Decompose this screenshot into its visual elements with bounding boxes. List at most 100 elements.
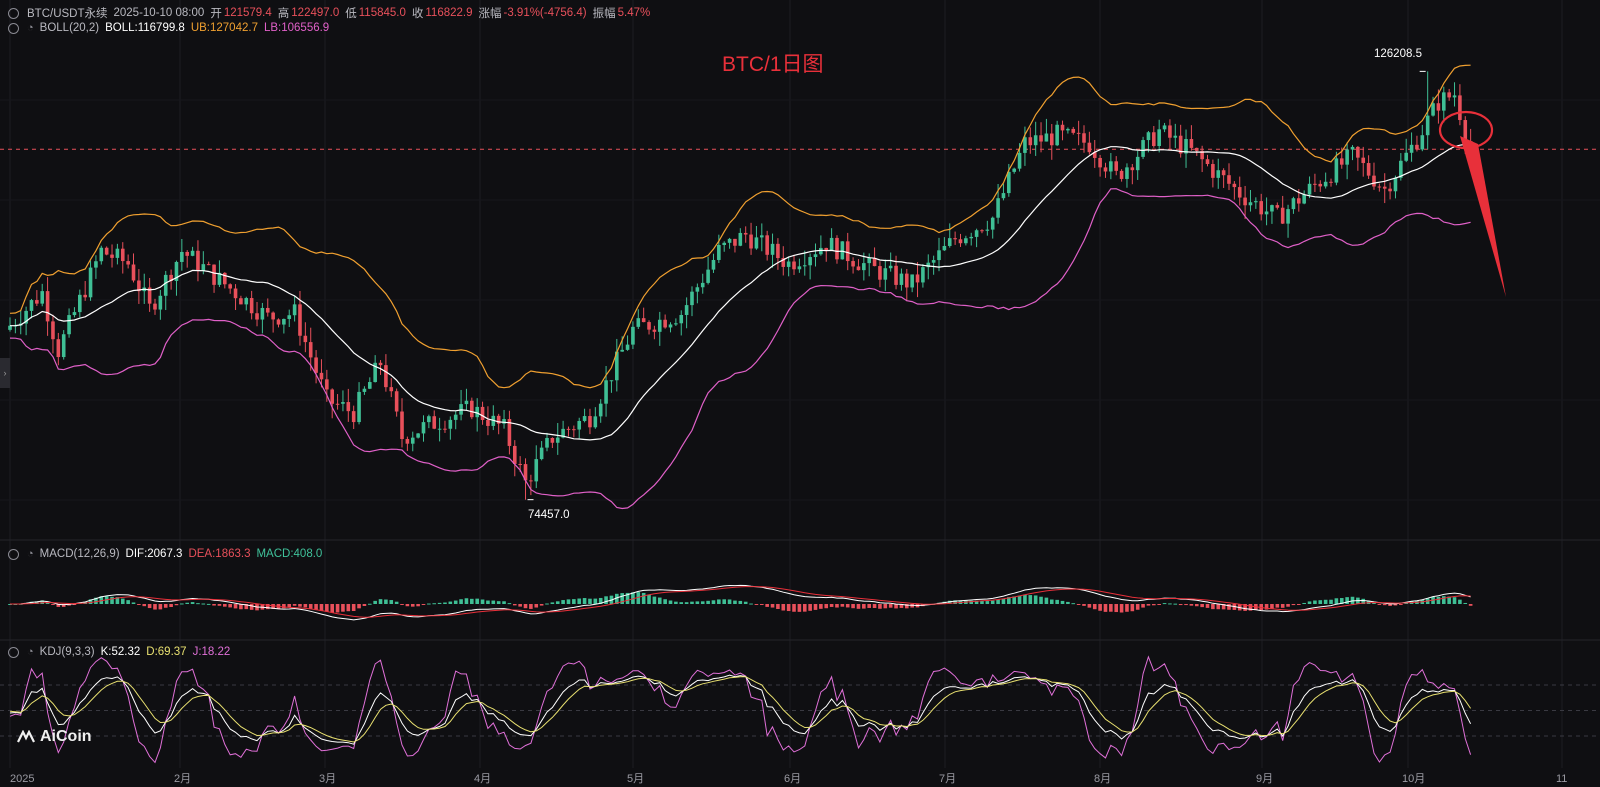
candle-body	[1039, 135, 1043, 142]
high-value: 122497.0	[291, 7, 340, 19]
macd-histogram-bar	[303, 604, 308, 608]
macd-histogram-bar	[534, 604, 539, 608]
candle-body	[663, 319, 667, 328]
candle-body	[29, 300, 34, 311]
macd-histogram-bar	[1103, 604, 1108, 612]
macd-histogram-bar	[657, 597, 662, 604]
candle-body	[223, 272, 227, 285]
candle-body	[448, 419, 453, 429]
candle-body	[1254, 201, 1258, 203]
header-legend: BTC/USDT永续 2025-10-10 08:00 开 121579.4 高…	[8, 5, 650, 21]
macd-histogram-bar	[1221, 604, 1226, 610]
candle-body	[1302, 194, 1306, 204]
candle-body	[1431, 103, 1435, 116]
macd-histogram-bar	[518, 604, 522, 607]
macd-histogram-bar	[212, 604, 216, 606]
candle-body	[808, 257, 812, 266]
close-label: 收	[411, 8, 424, 20]
candle-body	[153, 303, 157, 310]
macd-name[interactable]: MACD(12,26,9)	[39, 548, 120, 560]
candle-body	[120, 248, 125, 262]
candle-body	[443, 428, 447, 430]
candle-body	[137, 280, 141, 292]
candle-body	[845, 241, 850, 262]
kdj-name[interactable]: KDJ(9,3,3)	[39, 646, 95, 658]
boll-name[interactable]: BOLL(20,2)	[39, 22, 100, 34]
macd-histogram-bar	[40, 600, 45, 604]
macd-histogram-bar	[389, 600, 394, 604]
candle-body	[523, 464, 528, 481]
macd-histogram-bar	[754, 604, 759, 605]
macd-histogram-bar	[394, 601, 399, 604]
chart-annotation-title: BTC/1日图	[722, 53, 824, 76]
macd-histogram-bar	[1436, 596, 1441, 604]
candle-body	[298, 304, 302, 336]
macd-histogram-bar	[572, 599, 576, 604]
eye-icon[interactable]: ◔	[27, 548, 34, 560]
indicator-icon	[8, 646, 19, 658]
candle-body	[282, 318, 286, 325]
candle-body	[104, 247, 109, 255]
symbol-name[interactable]: BTC/USDT永续	[27, 8, 108, 20]
macd-histogram-bar	[341, 604, 345, 612]
candle-body	[1017, 152, 1022, 169]
macd-histogram-bar	[1280, 604, 1285, 608]
candle-body	[1162, 125, 1167, 130]
eye-icon[interactable]: ◔	[27, 22, 34, 34]
macd-histogram-bar	[894, 604, 898, 609]
macd-histogram-bar	[512, 604, 517, 606]
macd-histogram-bar	[1291, 604, 1296, 606]
candle-body	[722, 242, 727, 246]
candle-body	[94, 261, 98, 268]
macd-histogram-bar	[1243, 604, 1247, 611]
macd-histogram-bar	[1039, 596, 1043, 604]
candle-body	[45, 291, 50, 322]
candle-body	[475, 406, 479, 418]
macd-histogram-bar	[631, 592, 635, 604]
bar-datetime: 2025-10-10 08:00	[113, 7, 205, 19]
macd-histogram-bar	[615, 593, 619, 604]
candle-body	[953, 238, 957, 240]
candle-body	[362, 388, 367, 392]
candle-body	[126, 261, 130, 265]
candle-body	[357, 391, 361, 423]
candle-body	[1248, 202, 1253, 206]
macd-histogram-bar	[1098, 604, 1102, 611]
candle-body	[749, 234, 753, 249]
candle-body	[1157, 129, 1161, 147]
macd-histogram-bar	[819, 604, 823, 609]
candle-body	[990, 217, 995, 230]
macd-histogram-bar	[405, 604, 410, 607]
x-axis-tick-label: 2月	[174, 773, 191, 785]
candle-body	[609, 380, 614, 382]
macd-histogram-bar	[604, 596, 608, 604]
macd-histogram-bar	[1168, 603, 1172, 605]
macd-histogram-bar	[1007, 597, 1011, 604]
candle-body	[1356, 146, 1360, 158]
macd-histogram-bar	[695, 601, 700, 604]
macd-histogram-bar	[496, 601, 501, 604]
macd-histogram-bar	[1441, 596, 1446, 604]
candle-body	[1044, 133, 1049, 142]
macd-histogram-bar	[491, 600, 496, 604]
candle-body	[110, 254, 114, 258]
macd-histogram-bar	[1227, 604, 1231, 610]
macd-histogram-bar	[824, 604, 829, 609]
eye-icon[interactable]: ◔	[27, 646, 34, 658]
candle-body	[464, 400, 469, 405]
candle-body	[684, 305, 689, 315]
candle-body	[249, 298, 254, 314]
macd-histogram-bar	[1447, 596, 1451, 604]
candle-body	[1087, 142, 1092, 153]
macd-histogram-bar	[1162, 603, 1167, 605]
macd-histogram-bar	[1329, 599, 1333, 604]
macd-histogram-bar	[1313, 600, 1317, 604]
macd-histogram-bar	[711, 600, 716, 604]
macd-histogram-bar	[813, 604, 818, 610]
sidebar-toggle-handle[interactable]: ›	[0, 358, 10, 388]
macd-histogram-bar	[453, 600, 458, 604]
macd-histogram-bar	[1399, 604, 1403, 605]
macd-histogram-bar	[743, 601, 748, 604]
candle-body	[1329, 181, 1333, 183]
